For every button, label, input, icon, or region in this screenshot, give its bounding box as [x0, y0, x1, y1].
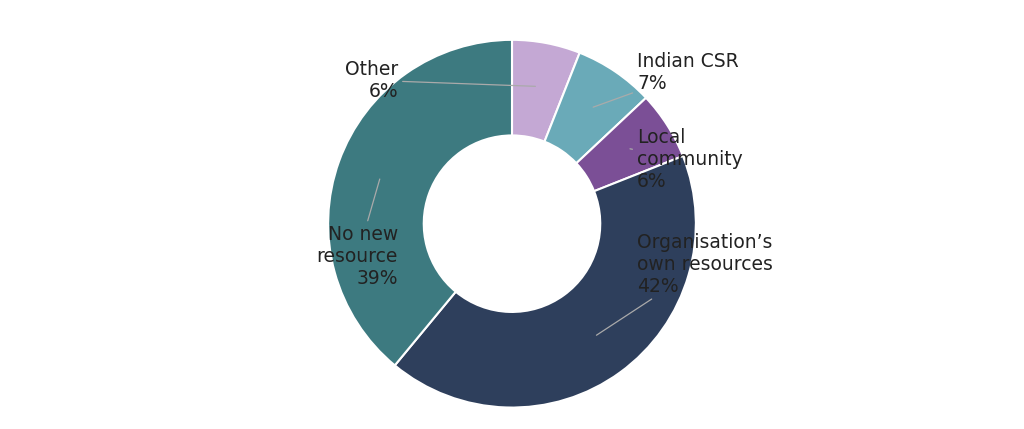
Text: No new
resource
39%: No new resource 39% [316, 179, 398, 288]
Wedge shape [577, 98, 683, 191]
Text: Local
community
6%: Local community 6% [630, 128, 742, 191]
Wedge shape [545, 53, 646, 163]
Wedge shape [512, 40, 580, 142]
Wedge shape [395, 156, 696, 408]
Text: Organisation’s
own resources
42%: Organisation’s own resources 42% [596, 233, 773, 335]
Text: Other
6%: Other 6% [345, 60, 536, 101]
Wedge shape [328, 40, 512, 366]
Text: Indian CSR
7%: Indian CSR 7% [593, 52, 738, 107]
